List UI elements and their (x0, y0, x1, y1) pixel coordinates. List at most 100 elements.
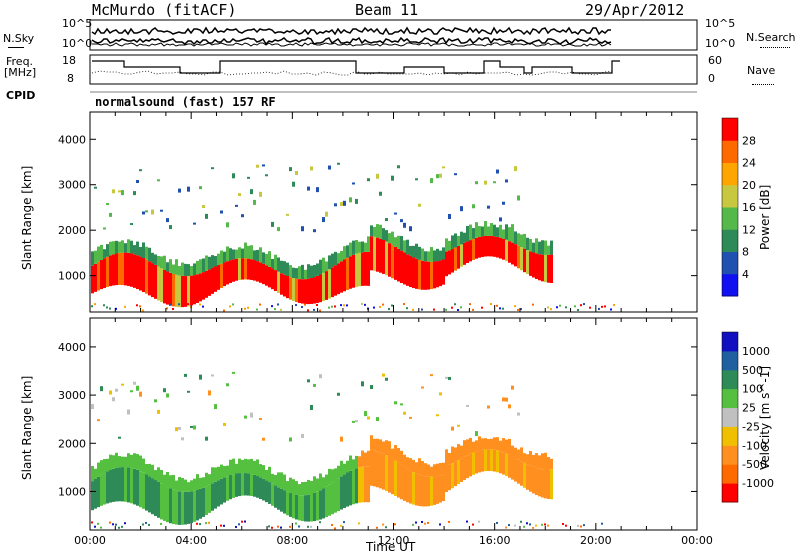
data-cell (415, 243, 418, 259)
data-cell (385, 218, 388, 222)
data-cell (316, 478, 319, 492)
data-cell (481, 449, 484, 472)
data-cell (205, 472, 208, 487)
data-cell (469, 240, 472, 262)
data-cell (337, 478, 340, 512)
data-cell (355, 468, 358, 504)
data-cell (214, 256, 217, 267)
data-cell (490, 438, 493, 450)
data-cell (295, 522, 297, 525)
data-cell (343, 474, 346, 508)
data-cell (451, 463, 454, 489)
data-cell (94, 468, 97, 479)
data-cell (400, 450, 403, 465)
data-cell (106, 458, 109, 472)
data-cell (364, 452, 367, 467)
data-cell (544, 469, 547, 499)
data-cell (106, 244, 109, 257)
data-cell (358, 456, 361, 468)
data-cell (241, 459, 244, 473)
data-cell (328, 484, 331, 516)
data-cell (271, 221, 274, 227)
data-cell (313, 277, 316, 304)
data-cell (526, 464, 529, 490)
data-cell (268, 266, 271, 288)
data-cell (241, 248, 244, 259)
power-colorbar-swatch (722, 229, 738, 252)
data-cell (97, 462, 100, 477)
data-cell (295, 278, 298, 303)
data-cell (460, 445, 463, 459)
nsearch-bottom-tick: 10^0 (705, 37, 736, 50)
data-cell (493, 449, 496, 472)
data-cell (220, 250, 223, 264)
data-cell (307, 525, 309, 528)
data-cell (154, 480, 157, 517)
data-cell (205, 255, 208, 271)
data-cell (502, 229, 505, 239)
data-cell (379, 238, 382, 273)
data-cell (217, 480, 220, 507)
power-colorbar-frame (721, 117, 739, 297)
data-cell (394, 523, 396, 526)
data-cell (106, 256, 109, 287)
data-cell (262, 478, 265, 501)
data-cell (475, 237, 478, 259)
data-cell (223, 524, 225, 527)
data-cell (97, 522, 99, 525)
data-cell (199, 477, 202, 489)
data-cell (460, 244, 463, 267)
data-cell (145, 246, 148, 260)
velocity-colorbar-swatch (722, 426, 738, 446)
data-cell (211, 483, 214, 511)
data-cell (118, 241, 121, 253)
data-cell (238, 458, 241, 474)
data-cell (484, 236, 487, 257)
data-cell (94, 186, 97, 189)
data-cell (334, 251, 337, 266)
data-cell (247, 176, 250, 179)
data-cell (361, 381, 364, 387)
data-cell (109, 241, 112, 256)
data-cell (280, 472, 283, 489)
data-cell (415, 178, 418, 181)
data-cell (526, 250, 529, 275)
data-cell (301, 264, 304, 280)
y-tick-label: 1000 (58, 485, 86, 498)
data-cell (346, 245, 349, 258)
data-cell (508, 524, 510, 527)
data-cell (262, 263, 265, 285)
data-cell (433, 464, 436, 477)
data-cell (187, 186, 190, 192)
data-cell (181, 491, 184, 525)
data-cell (544, 452, 547, 470)
data-cell (181, 275, 184, 308)
data-cell (169, 475, 172, 489)
data-cell (142, 472, 145, 509)
data-cell (601, 522, 603, 525)
data-cell (295, 268, 298, 279)
data-cell (220, 524, 222, 527)
data-cell (460, 231, 463, 245)
data-cell (406, 254, 409, 286)
data-cell (298, 279, 301, 303)
data-cell (484, 449, 487, 472)
data-cell (502, 452, 505, 475)
data-cell (358, 467, 361, 503)
data-cell (337, 263, 340, 295)
data-cell (109, 212, 112, 217)
data-cell (199, 186, 202, 190)
freq-bottom-tick: 8 (67, 72, 74, 85)
data-cell (541, 523, 543, 526)
data-cell (505, 439, 508, 454)
data-cell (511, 445, 514, 457)
data-cell (220, 263, 223, 288)
data-cell (535, 253, 538, 280)
data-cell (316, 263, 319, 276)
data-cell (541, 453, 544, 470)
data-cell (157, 481, 160, 518)
data-cell (445, 251, 448, 277)
data-cell (211, 167, 214, 170)
data-cell (322, 217, 325, 223)
data-cell (481, 438, 484, 450)
